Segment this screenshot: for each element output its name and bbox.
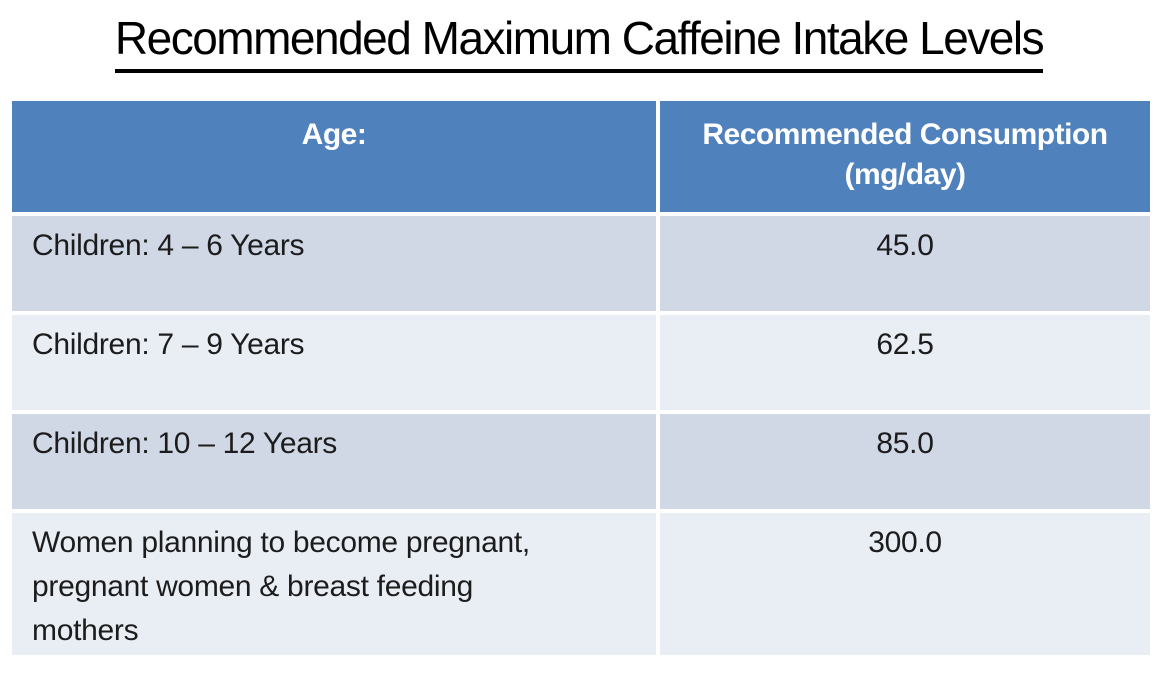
page-title: Recommended Maximum Caffeine Intake Leve… <box>114 13 1045 73</box>
consumption-column-header: Recommended Consumption (mg/day) <box>656 97 1154 216</box>
table-row: Women planning to become pregnant, pregn… <box>8 509 1154 659</box>
value-cell: 300.0 <box>656 509 1154 659</box>
consumption-column-header-label: Recommended Consumption (mg/day) <box>702 118 1108 191</box>
age-label: Children: 10 – 12 Years <box>32 427 337 460</box>
table-row: Children: 4 – 6 Years 45.0 <box>8 212 1154 315</box>
age-cell: Children: 7 – 9 Years <box>8 311 660 414</box>
value-cell: 45.0 <box>656 212 1154 315</box>
value-label: 85.0 <box>876 427 934 460</box>
age-label: Children: 7 – 9 Years <box>32 328 305 361</box>
age-column-header-label: Age: <box>301 118 367 151</box>
table-row: Children: 7 – 9 Years 62.5 <box>8 311 1154 414</box>
age-label: Children: 4 – 6 Years <box>32 229 305 262</box>
value-label: 45.0 <box>876 229 934 262</box>
age-column-header: Age: <box>8 97 660 216</box>
value-cell: 62.5 <box>656 311 1154 414</box>
value-label: 300.0 <box>868 526 942 559</box>
age-label: Women planning to become pregnant, pregn… <box>32 526 530 648</box>
age-cell: Children: 10 – 12 Years <box>8 410 660 513</box>
age-cell: Women planning to become pregnant, pregn… <box>8 509 660 659</box>
age-cell: Children: 4 – 6 Years <box>8 212 660 315</box>
value-label: 62.5 <box>876 328 934 361</box>
caffeine-intake-table: Age: Recommended Consumption (mg/day) Ch… <box>8 97 1154 659</box>
table-header-row: Age: Recommended Consumption (mg/day) <box>8 97 1154 216</box>
table-row: Children: 10 – 12 Years 85.0 <box>8 410 1154 513</box>
value-cell: 85.0 <box>656 410 1154 513</box>
title-container: Recommended Maximum Caffeine Intake Leve… <box>0 0 1158 73</box>
